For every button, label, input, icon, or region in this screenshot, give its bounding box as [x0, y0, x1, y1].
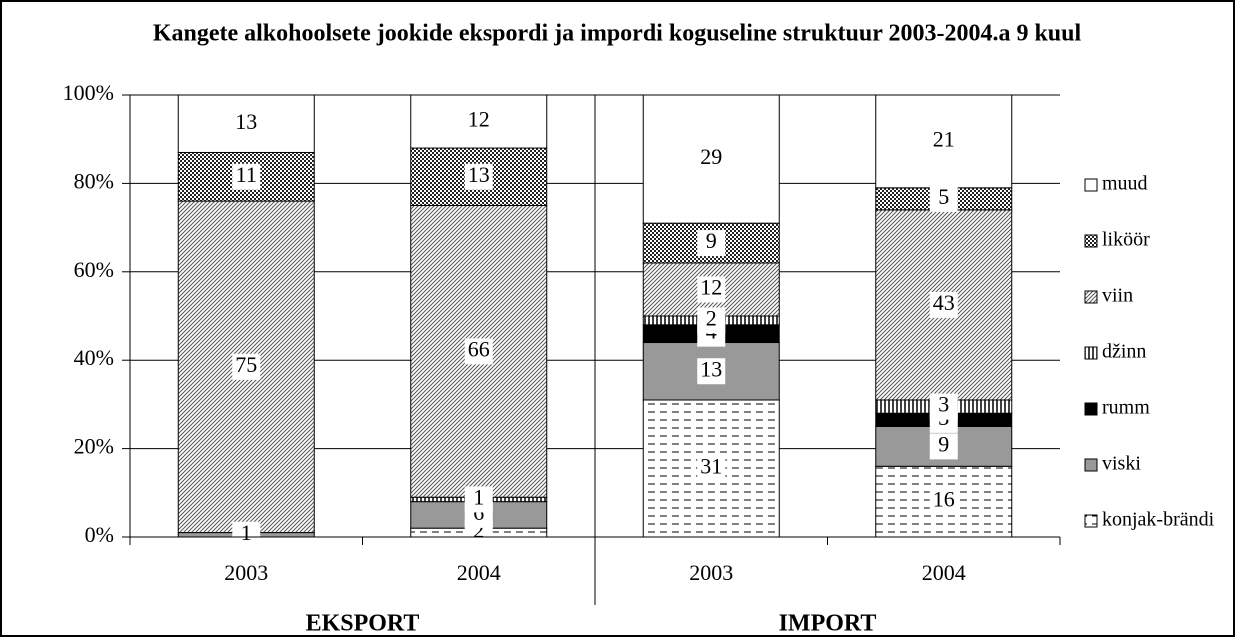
data-label-bg: [929, 185, 958, 212]
data-label-bg: [232, 163, 261, 190]
y-tick-label: 100%: [63, 80, 114, 105]
y-tick-label: 40%: [74, 345, 114, 370]
legend-label: konjak-brändi: [1102, 509, 1215, 531]
data-label-bg: [697, 146, 726, 173]
data-label: 31: [700, 454, 722, 479]
data-label: 13: [468, 162, 490, 187]
data-label: 1: [241, 520, 252, 545]
data-label: 1: [473, 484, 484, 509]
x-tick-label: 2003: [689, 560, 733, 585]
group-label: IMPORT: [779, 611, 877, 637]
y-tick-label: 20%: [74, 434, 114, 459]
data-label-bg: [929, 433, 958, 460]
legend-label: muud: [1102, 173, 1148, 195]
data-label-bg: [929, 393, 958, 420]
x-tick-label: 2003: [224, 560, 268, 585]
legend-swatch: [1084, 178, 1098, 192]
data-label: 12: [700, 275, 722, 300]
x-tick-label: 2004: [457, 560, 501, 585]
data-label: 13: [235, 109, 257, 134]
group-label: EKSPORT: [306, 611, 420, 637]
y-tick-label: 0%: [85, 522, 114, 547]
data-label: 75: [235, 352, 257, 377]
data-label: 3: [938, 392, 949, 417]
data-label: 9: [938, 431, 949, 456]
data-label-bg: [697, 307, 726, 334]
legend-swatch: [1084, 346, 1098, 360]
data-label: 5: [938, 184, 949, 209]
y-tick-label: 80%: [74, 168, 114, 193]
x-tick-label: 2004: [922, 560, 966, 585]
data-label-bg: [697, 230, 726, 257]
data-label: 2: [706, 305, 717, 330]
legend-swatch: [1084, 290, 1098, 304]
data-label-bg: [697, 358, 726, 385]
legend-label: rumm: [1102, 397, 1150, 419]
legend-label: viin: [1102, 285, 1133, 307]
data-label-bg: [464, 163, 493, 190]
data-label-bg: [232, 110, 261, 137]
y-tick-label: 60%: [74, 257, 114, 282]
legend-swatch: [1084, 234, 1098, 248]
data-label-bg: [929, 128, 958, 155]
data-label-bg: [232, 353, 261, 380]
legend-label: liköör: [1102, 229, 1150, 251]
legend-swatch: [1084, 458, 1098, 472]
data-label-bg: [464, 486, 493, 513]
data-label: 11: [236, 162, 257, 187]
data-label: 6: [473, 500, 484, 525]
legend-swatch: [1084, 514, 1098, 528]
legend-label: džinn: [1102, 341, 1146, 363]
data-label: 12: [468, 107, 490, 132]
data-label-bg: [929, 291, 958, 318]
data-label-bg: [697, 455, 726, 482]
data-label-bg: [697, 276, 726, 303]
data-label-bg: [464, 108, 493, 135]
data-label: 43: [933, 290, 955, 315]
data-label: 13: [700, 356, 722, 381]
data-label: 66: [468, 336, 490, 361]
data-label: 21: [933, 126, 955, 151]
data-label: 16: [933, 487, 955, 512]
data-label: 2: [473, 518, 484, 543]
data-label-bg: [929, 488, 958, 515]
chart-title: Kangete alkohoolsete jookide ekspordi ja…: [153, 21, 1082, 47]
legend-swatch: [1084, 402, 1098, 416]
data-label: 9: [706, 228, 717, 253]
data-label-bg: [232, 521, 261, 548]
data-label-bg: [464, 338, 493, 365]
data-label: 29: [700, 144, 722, 169]
legend-label: viski: [1102, 453, 1141, 475]
